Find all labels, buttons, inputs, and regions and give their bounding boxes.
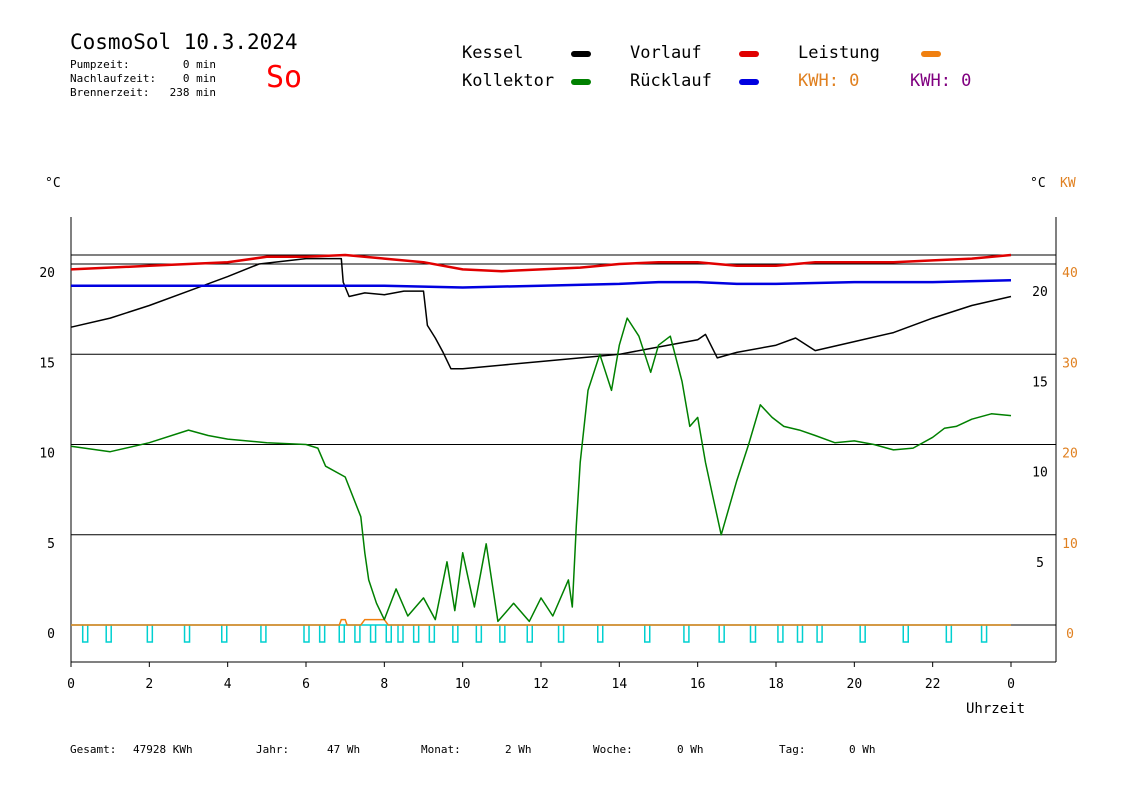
legend-kwh-purple: KWH: 0 [910,71,972,91]
x-tick-label: 16 [690,677,706,692]
pump-pulse [385,625,392,643]
pump-pulse [644,625,651,643]
y-tick-label-right-kw: 40 [1062,266,1078,281]
pump-pulse [221,625,228,643]
pump-pulse [412,625,420,643]
pump-pulse [796,625,804,643]
footer-gesamt-value: 47928 KWh [133,743,193,756]
stat-nachlaufzeit-label: Nachlaufzeit: [70,72,157,85]
series-kollektor [70,317,1012,623]
unit-left-celsius: °C [45,176,61,191]
legend-leistung-label: Leistung [798,43,880,63]
x-tick-label: 4 [224,677,232,692]
pump-pulse [777,625,784,643]
pump-pulse [980,625,988,643]
pump-pulse [105,625,112,643]
pump-pulse [902,625,909,643]
y-tick-label-right-kw: 30 [1062,356,1078,371]
y-tick-label-right-celsius: 10 [1032,466,1048,481]
unit-right-celsius: °C [1030,176,1046,191]
x-tick-label: 2 [145,677,153,692]
pump-pulse [452,625,459,643]
footer-tag-value: 0 Wh [849,743,876,756]
pump-pulse [397,625,404,643]
stat-nachlaufzeit-value: 0 min [182,72,216,85]
y-tick-label-left: 15 [39,356,55,371]
pump-pulse [475,625,483,643]
y-tick-label-left: 0 [47,627,55,642]
pump-pulse [369,625,377,643]
pump-pulse [749,625,757,643]
app-title: CosmoSol 10.3.2024 [70,30,298,54]
series-vorlauf [70,253,1012,273]
y-tick-label-left: 10 [39,447,55,462]
pump-pulse [683,625,690,643]
pump-pulse [526,625,533,643]
pump-pulse [499,625,506,643]
pump-pulse [260,625,267,643]
series-kessel [70,257,1012,370]
series-leistung [71,618,1011,626]
y-tick-label-right-celsius: 20 [1032,285,1048,300]
footer-jahr-value: 47 Wh [327,743,361,756]
x-axis-label: Uhrzeit [966,701,1026,717]
legend-kollektor-swatch [571,79,591,85]
pump-pulse [318,625,326,643]
x-tick-label: 22 [925,677,941,692]
legend-leistung-swatch [921,51,941,57]
y-tick-label-left: 20 [39,266,55,281]
pump-pulse [859,625,866,643]
footer-jahr-label: Jahr: [256,743,290,756]
x-tick-label: 20 [847,677,863,692]
footer-woche-label: Woche: [593,743,633,756]
y-tick-label-right-kw: 0 [1066,627,1074,642]
pump-pulse [303,625,310,643]
x-tick-label: 8 [380,677,388,692]
pump-pulse [597,625,604,643]
pump-pulse [146,625,154,643]
x-tick-label: 14 [612,677,628,692]
legend-ruecklauf-label: Rücklauf [630,71,712,91]
x-tick-label: 18 [768,677,784,692]
weekday-label: So [266,60,303,95]
y-tick-label-right-celsius: 5 [1036,556,1044,571]
footer-monat-label: Monat: [421,743,461,756]
x-tick-label: 6 [302,677,310,692]
pump-pulse [338,625,345,643]
stat-brennerzeit-label: Brennerzeit: [70,86,150,99]
pump-pulse [428,625,436,643]
legend-vorlauf-label: Vorlauf [630,43,702,63]
pump-pulse [945,625,953,643]
footer-woche-value: 0 Wh [677,743,704,756]
stat-pumpzeit-value: 0 min [182,58,216,71]
legend-ruecklauf-swatch [739,79,759,85]
y-tick-label-right-celsius: 15 [1032,375,1048,390]
stat-pumpzeit-label: Pumpzeit: [70,58,130,71]
pump-pulse [354,625,361,643]
pump-pulse [718,625,725,643]
y-tick-label-right-kw: 10 [1062,537,1078,552]
stat-brennerzeit-value: 238 min [169,86,216,99]
footer-tag-label: Tag: [779,743,806,756]
series-ruecklauf [71,278,1012,289]
pump-pulse [557,625,565,643]
legend-kessel-label: Kessel [462,43,524,63]
legend-kessel-swatch [571,51,591,57]
legend-kollektor-label: Kollektor [462,71,555,91]
pump-pulse [81,625,89,643]
legend-kwh-orange: KWH: 0 [798,71,860,91]
x-tick-label: 0 [67,677,75,692]
legend-vorlauf-swatch [739,51,759,57]
unit-right-kw: KW [1060,176,1076,191]
x-tick-label: 12 [533,677,549,692]
y-tick-label-left: 5 [47,537,55,552]
footer-monat-value: 2 Wh [505,743,532,756]
x-tick-label: 0 [1007,677,1015,692]
pump-pulse [183,625,191,643]
footer-gesamt-label: Gesamt: [70,743,117,756]
x-tick-label: 10 [455,677,471,692]
pump-pulse [816,625,823,643]
y-tick-label-right-kw: 20 [1062,447,1078,462]
